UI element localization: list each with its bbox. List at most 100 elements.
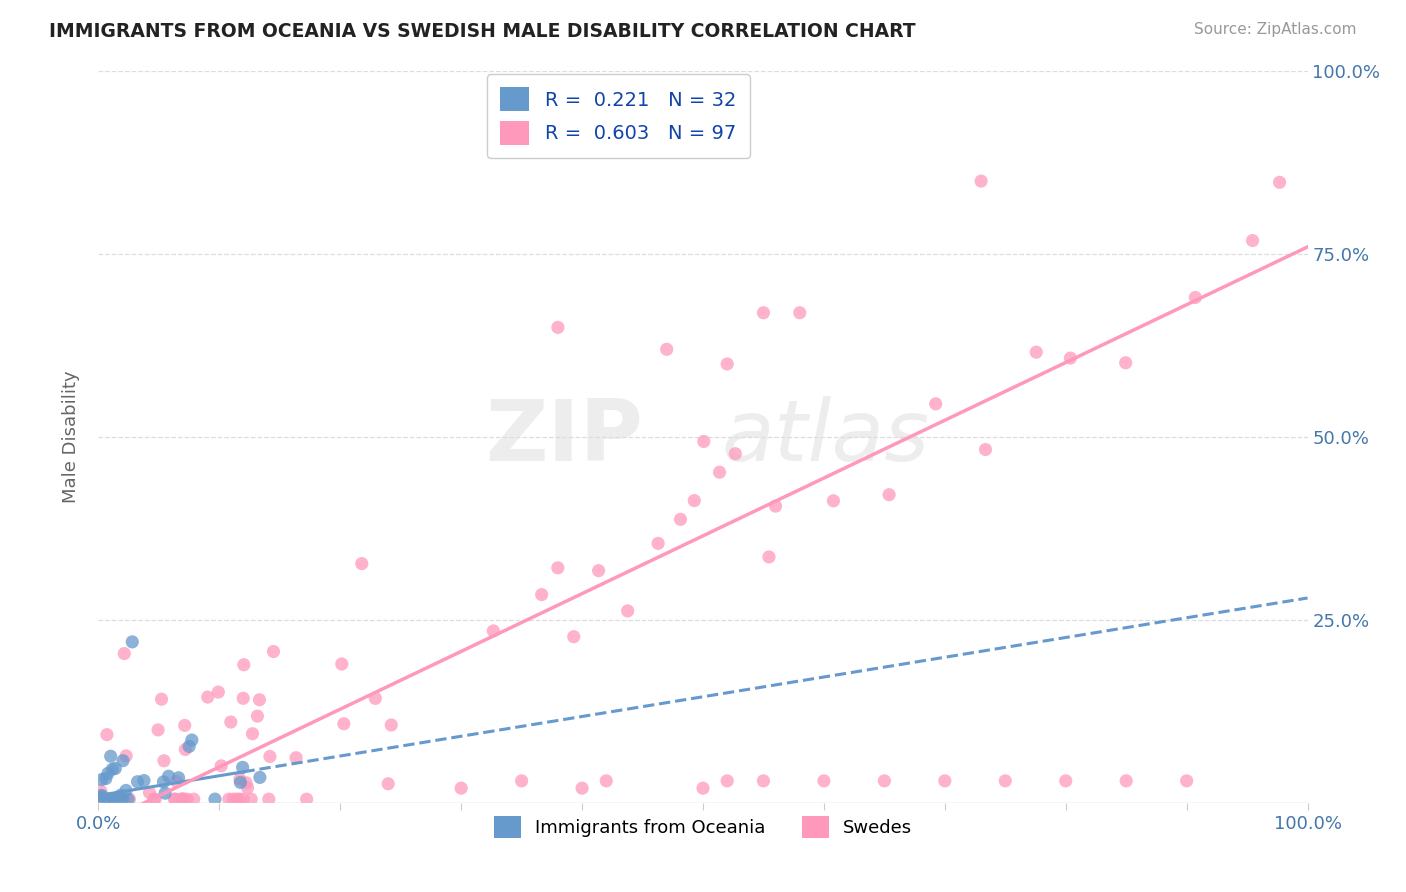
Point (1268, 175, 1291, 189)
Point (121, 635, 143, 649)
Point (209, 759, 232, 773)
Point (934, 773, 956, 788)
Point (101, 792, 124, 806)
Text: atlas: atlas (721, 395, 929, 479)
Point (877, 488, 900, 502)
Point (450, 781, 472, 796)
Point (115, 783, 138, 797)
Point (90, 789, 112, 803)
Point (118, 792, 141, 806)
Point (146, 723, 169, 737)
Point (752, 773, 775, 788)
Point (204, 792, 226, 806)
Point (228, 792, 250, 806)
Text: ZIP: ZIP (485, 395, 643, 479)
Legend: Immigrants from Oceania, Swedes: Immigrants from Oceania, Swedes (486, 808, 920, 845)
Point (180, 733, 202, 747)
Point (242, 727, 264, 741)
Y-axis label: Male Disability: Male Disability (62, 371, 80, 503)
Point (229, 775, 252, 789)
Point (167, 771, 190, 785)
Point (716, 773, 738, 788)
Point (174, 742, 197, 756)
Point (172, 792, 194, 806)
Point (1241, 234, 1264, 248)
Point (813, 773, 835, 788)
Point (571, 781, 593, 796)
Point (100, 749, 122, 764)
Point (153, 754, 176, 768)
Point (165, 792, 187, 806)
Point (111, 754, 134, 768)
Text: IMMIGRANTS FROM OCEANIA VS SWEDISH MALE DISABILITY CORRELATION CHART: IMMIGRANTS FROM OCEANIA VS SWEDISH MALE … (49, 22, 915, 41)
Point (1175, 773, 1198, 788)
Point (333, 716, 356, 731)
Point (153, 786, 176, 800)
Point (249, 771, 271, 785)
Point (758, 549, 780, 564)
Point (143, 792, 166, 806)
Point (970, 174, 993, 188)
Point (377, 777, 399, 791)
Point (232, 657, 254, 672)
Point (482, 624, 505, 638)
Point (142, 792, 165, 806)
Point (90, 772, 112, 787)
Point (716, 357, 738, 371)
Point (823, 493, 845, 508)
Point (562, 630, 585, 644)
Point (974, 442, 997, 457)
Point (127, 774, 149, 789)
Point (692, 781, 714, 796)
Point (157, 769, 180, 783)
Point (709, 465, 731, 479)
Point (1115, 773, 1137, 788)
Point (173, 718, 195, 732)
Point (724, 447, 747, 461)
Point (225, 792, 247, 806)
Point (994, 773, 1017, 788)
Point (669, 512, 692, 526)
Point (172, 792, 194, 806)
Point (259, 749, 281, 764)
Point (97, 766, 120, 780)
Point (89, 792, 111, 806)
Point (229, 772, 252, 787)
Point (232, 691, 254, 706)
Point (380, 718, 402, 732)
Point (117, 792, 139, 806)
Point (232, 760, 254, 774)
Point (183, 792, 205, 806)
Point (683, 493, 706, 508)
Point (547, 320, 569, 334)
Point (90, 784, 112, 798)
Point (530, 588, 553, 602)
Point (101, 762, 124, 776)
Point (235, 776, 257, 790)
Point (166, 774, 188, 789)
Point (595, 773, 617, 788)
Point (96, 792, 118, 806)
Point (257, 792, 280, 806)
Point (112, 792, 135, 806)
Point (925, 397, 948, 411)
Point (364, 691, 387, 706)
Point (115, 748, 138, 763)
Point (179, 739, 201, 754)
Point (163, 792, 186, 806)
Point (104, 762, 127, 776)
Point (222, 792, 245, 806)
Point (263, 644, 285, 658)
Point (510, 773, 533, 788)
Point (655, 343, 678, 357)
Point (285, 750, 308, 764)
Point (176, 792, 198, 806)
Point (172, 792, 194, 806)
Point (246, 709, 269, 723)
Text: Source: ZipAtlas.com: Source: ZipAtlas.com (1194, 22, 1357, 37)
Point (547, 561, 569, 575)
Point (330, 657, 353, 671)
Point (90, 789, 112, 804)
Point (1054, 773, 1077, 788)
Point (1115, 356, 1137, 370)
